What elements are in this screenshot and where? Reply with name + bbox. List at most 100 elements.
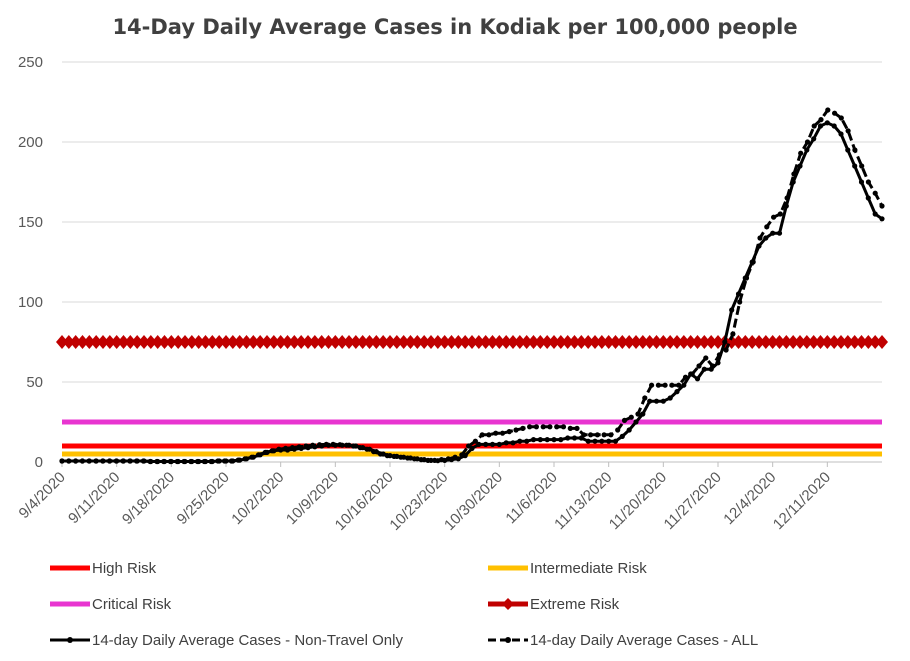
x-tick-label: 11/20/2020 xyxy=(606,469,670,533)
series-point-all xyxy=(425,457,431,463)
series-point-all xyxy=(804,139,811,145)
risk-marker-extreme-risk xyxy=(677,335,690,349)
series-point-all xyxy=(357,445,363,451)
series-point-all xyxy=(757,235,763,241)
series-point-all xyxy=(601,432,607,438)
risk-marker-extreme-risk xyxy=(192,335,205,349)
risk-marker-extreme-risk xyxy=(869,335,882,349)
series-point-all xyxy=(513,427,519,433)
x-tick-label: 9/18/2020 xyxy=(119,469,178,528)
series-point-all xyxy=(479,432,485,438)
series-point-non-travel xyxy=(510,440,516,446)
risk-marker-extreme-risk xyxy=(609,335,622,349)
series-point-all xyxy=(811,123,817,129)
legend-item-critical-risk: Critical Risk xyxy=(50,596,172,613)
series-point-all xyxy=(222,458,228,464)
series-point-all xyxy=(371,449,377,455)
series-point-all xyxy=(113,458,119,464)
risk-marker-extreme-risk xyxy=(739,335,752,349)
risk-marker-extreme-risk xyxy=(800,335,813,349)
series-point-all xyxy=(879,203,885,209)
series-point-all xyxy=(852,147,858,153)
risk-marker-extreme-risk xyxy=(226,335,239,349)
series-point-all xyxy=(411,456,417,462)
series-point-non-travel xyxy=(845,147,851,153)
series-point-all xyxy=(344,442,350,448)
risk-marker-extreme-risk xyxy=(185,335,198,349)
series-point-all xyxy=(330,441,336,447)
risk-marker-extreme-risk xyxy=(322,335,335,349)
series-point-all xyxy=(540,424,546,430)
series-point-non-travel xyxy=(674,389,680,395)
series-point-all xyxy=(750,259,756,265)
risk-marker-extreme-risk xyxy=(753,335,765,349)
series-point-non-travel xyxy=(524,438,530,444)
x-tick-label: 10/16/2020 xyxy=(332,469,397,534)
series-point-all xyxy=(289,445,295,451)
series-point-all xyxy=(161,458,167,465)
series-point-non-travel xyxy=(633,419,639,425)
series-point-all xyxy=(859,163,865,169)
series-point-all xyxy=(771,214,777,220)
series-point-all xyxy=(642,395,648,401)
risk-marker-extreme-risk xyxy=(281,335,294,349)
series-point-all xyxy=(303,443,309,449)
series-point-all xyxy=(662,382,668,388)
risk-marker-extreme-risk xyxy=(431,335,444,349)
series-point-all xyxy=(86,458,92,464)
risk-marker-extreme-risk xyxy=(472,335,485,349)
risk-marker-extreme-risk xyxy=(712,335,724,349)
series-point-non-travel xyxy=(647,398,653,404)
series-point-all xyxy=(872,190,878,196)
risk-marker-extreme-risk xyxy=(404,335,417,349)
series-point-non-travel xyxy=(530,437,537,443)
risk-marker-extreme-risk xyxy=(336,335,349,349)
legend-item-non-travel: 14-day Daily Average Cases - Non-Travel … xyxy=(50,632,403,649)
risk-marker-extreme-risk xyxy=(343,335,355,349)
risk-marker-extreme-risk xyxy=(848,335,861,349)
series-point-non-travel xyxy=(599,438,605,444)
legend-marker-extreme-risk xyxy=(502,598,514,610)
series-point-all xyxy=(777,211,783,217)
series-point-all xyxy=(689,371,695,377)
risk-marker-extreme-risk xyxy=(261,335,273,349)
risk-marker-extreme-risk xyxy=(541,335,554,349)
risk-marker-extreme-risk xyxy=(787,335,800,349)
series-point-non-travel xyxy=(694,376,701,382)
series-point-all xyxy=(696,363,702,369)
series-point-all xyxy=(743,275,750,281)
risk-marker-extreme-risk xyxy=(759,335,772,349)
series-point-non-travel xyxy=(551,437,557,443)
risk-marker-extreme-risk xyxy=(124,335,137,349)
risk-marker-extreme-risk xyxy=(561,335,574,349)
series-point-all xyxy=(825,107,831,113)
series-point-all xyxy=(73,458,79,464)
risk-marker-extreme-risk xyxy=(534,335,547,349)
series-point-non-travel xyxy=(558,437,564,443)
risk-marker-extreme-risk xyxy=(131,335,144,349)
series-point-non-travel xyxy=(640,411,646,417)
risk-marker-extreme-risk xyxy=(390,335,403,349)
series-point-non-travel xyxy=(824,120,830,126)
series-point-non-travel xyxy=(858,179,865,185)
series-point-non-travel xyxy=(879,216,885,222)
series-point-all xyxy=(682,374,689,380)
series-point-non-travel xyxy=(770,230,776,236)
risk-marker-extreme-risk xyxy=(636,335,649,349)
risk-marker-extreme-risk xyxy=(240,335,253,349)
risk-marker-extreme-risk xyxy=(233,335,246,349)
series-point-all xyxy=(269,448,275,454)
series-point-all xyxy=(838,115,844,121)
series-point-all xyxy=(418,457,424,463)
series-point-non-travel xyxy=(838,131,844,137)
risk-marker-extreme-risk xyxy=(582,335,595,349)
risk-marker-extreme-risk xyxy=(356,335,369,349)
series-point-all xyxy=(832,110,838,116)
series-point-all xyxy=(106,458,112,464)
series-point-all xyxy=(438,457,445,463)
series-point-all xyxy=(574,425,580,431)
series-point-non-travel xyxy=(872,211,878,217)
series-point-all xyxy=(100,458,106,464)
series-point-all xyxy=(784,195,790,201)
